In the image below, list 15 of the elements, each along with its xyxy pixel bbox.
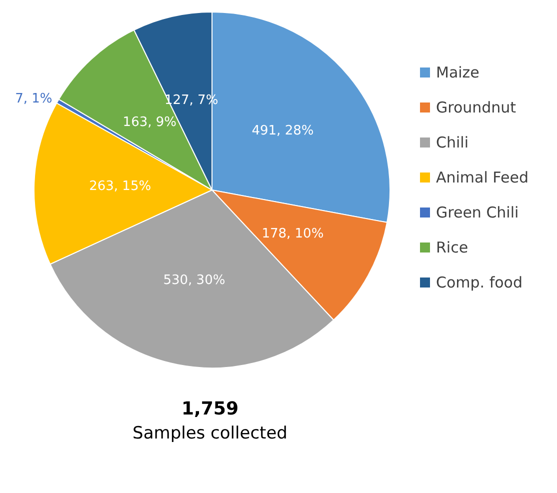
data-label: 178, 10% bbox=[262, 226, 324, 242]
text: Samples collected bbox=[132, 424, 288, 444]
data-label: 263, 15% bbox=[89, 178, 152, 194]
legend-label: Groundnut bbox=[436, 98, 516, 116]
text: 1,759 bbox=[182, 398, 238, 420]
legend-label: Green Chili bbox=[436, 204, 519, 222]
legend-label: Rice bbox=[436, 238, 468, 256]
legend-label: Animal Feed bbox=[436, 168, 528, 186]
data-label: 163, 9% bbox=[122, 114, 176, 130]
data-label: 491, 28% bbox=[252, 124, 314, 139]
legend-label: Chili bbox=[436, 134, 468, 152]
data-label: 530, 30% bbox=[163, 272, 226, 288]
legend-label: Maize bbox=[436, 64, 480, 82]
data-label: 7, 1% bbox=[15, 92, 52, 107]
legend-label: Comp. food bbox=[436, 274, 522, 292]
